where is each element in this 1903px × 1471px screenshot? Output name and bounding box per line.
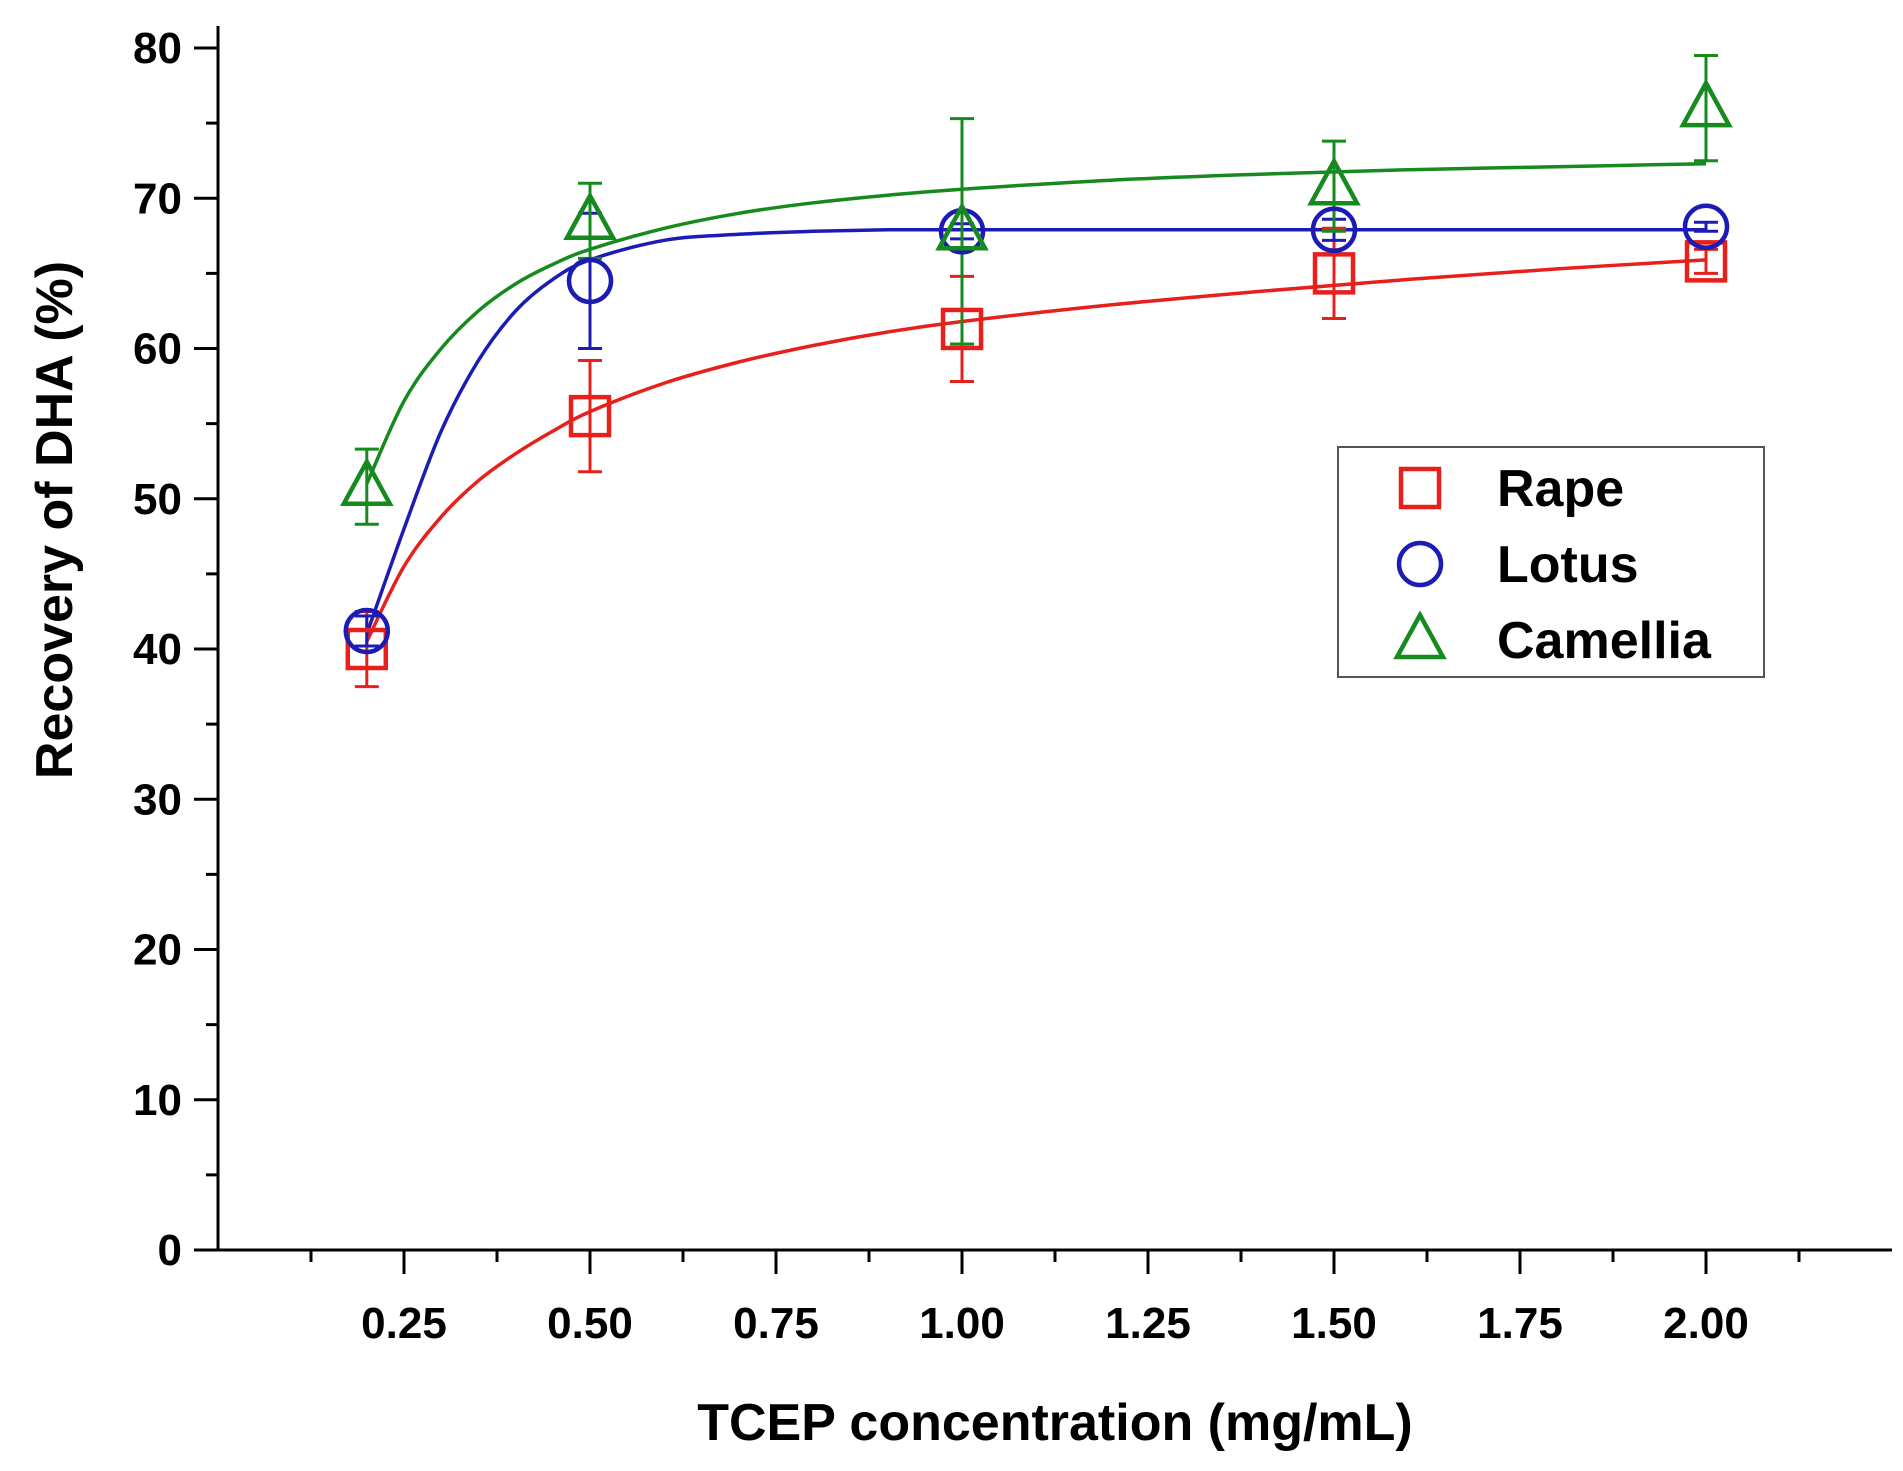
x-tick-label: 1.75 [1477,1299,1563,1348]
y-tick-label: 60 [133,325,182,374]
camellia-point [1679,78,1733,128]
x-tick-label: 1.50 [1291,1299,1377,1348]
legend-rape-marker [1398,466,1442,510]
x-tick-label: 2.00 [1663,1299,1749,1348]
x-tick-label: 0.50 [547,1299,633,1348]
x-axis-label: TCEP concentration (mg/mL) [697,1394,1413,1452]
y-tick-label: 40 [133,625,182,674]
camellia-error-bar [1694,54,1718,163]
x-tick-label: 0.25 [361,1299,447,1348]
axes: 0 10 20 30 40 50 60 70 80 0.25 0.50 0.75 1.00 1.25 1.5… [133,24,1892,1348]
y-tick-label: 10 [133,1076,182,1125]
data-markers [340,78,1733,671]
legend-camellia-label: Camellia [1497,612,1712,670]
y-axis-label: Recovery of DHA (%) [26,261,84,779]
legend-camellia-marker [1393,610,1447,660]
lotus-fit-curve [365,227,1706,635]
rape-point [1312,252,1356,295]
legend-lotus-marker [1396,540,1444,588]
rape-fit-curve [365,258,1707,643]
x-tick-label: 1.25 [1105,1299,1191,1348]
rape-error-bar [578,359,602,474]
x-tick-label: 0.75 [733,1299,819,1348]
fit-curves [365,161,1707,643]
lotus-point [343,607,391,655]
lotus-point [566,257,614,305]
y-tick-label: 70 [133,174,182,223]
lotus-error-bar [1694,220,1718,233]
camellia-fit-curve [365,161,1707,485]
camellia-point [340,457,394,506]
y-tick-label: 80 [133,24,182,73]
lotus-point [1310,206,1358,254]
rape-point [568,394,612,438]
rape-point [1684,240,1728,283]
y-tick-label: 0 [158,1226,182,1275]
camellia-point [1307,156,1361,206]
rape-error-bar [1322,226,1346,320]
lotus-point [1682,203,1730,251]
x-tick-label: 1.00 [919,1299,1005,1348]
legend-lotus-label: Lotus [1497,536,1639,594]
y-tick-label: 30 [133,775,182,824]
y-tick-label: 50 [133,475,182,524]
rape-point [345,627,389,671]
rape-point [940,307,984,351]
camellia-point [935,201,989,251]
legend: Rape Lotus Camellia [1337,446,1765,678]
y-tick-label: 20 [133,926,182,975]
camellia-error-bar [1322,139,1346,233]
camellia-error-bar [950,117,974,346]
camellia-point [563,191,617,241]
legend-rape-label: Rape [1497,460,1624,518]
